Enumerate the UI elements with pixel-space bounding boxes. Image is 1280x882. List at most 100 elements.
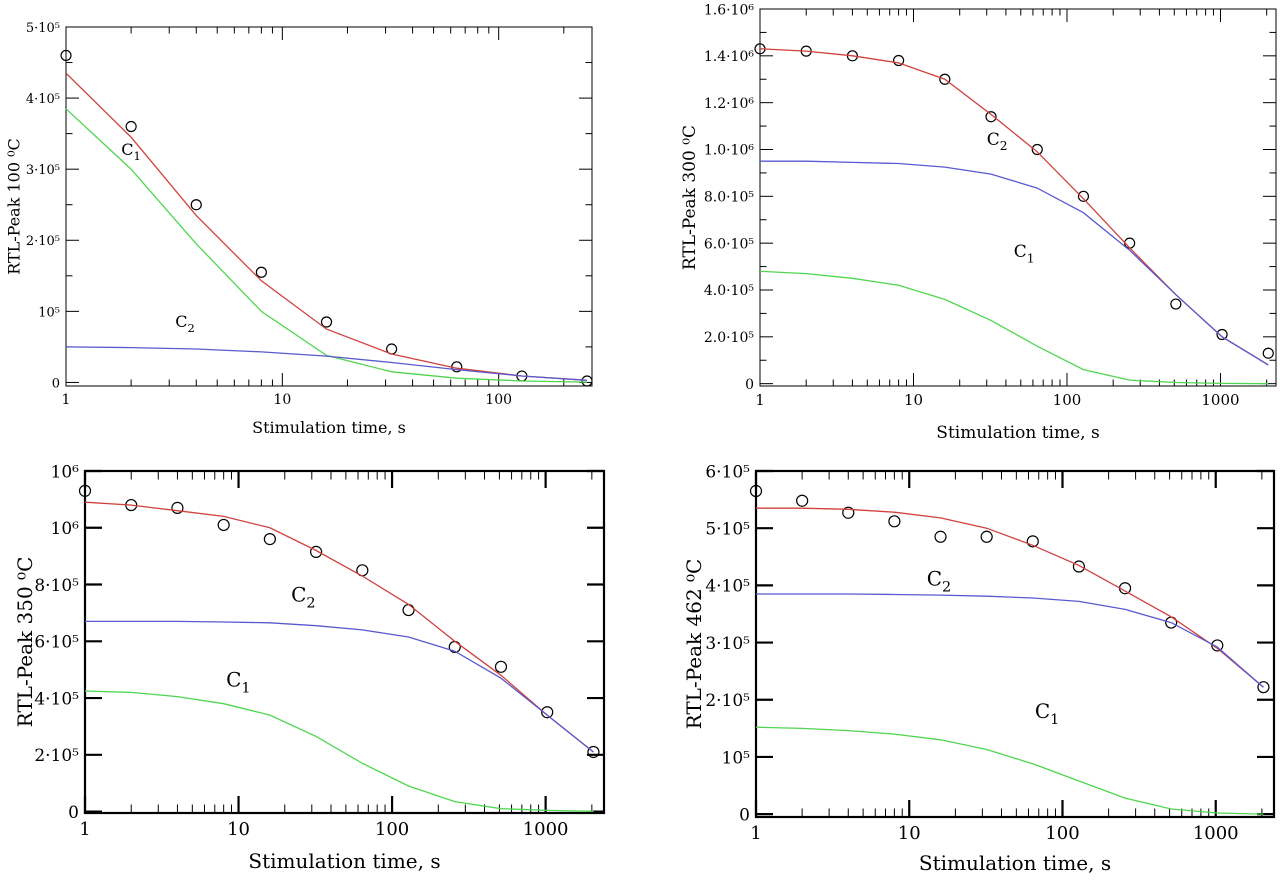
curve-label: C2 <box>175 312 195 335</box>
data-point <box>581 375 593 387</box>
y-tick-label: 1.6·10⁶ <box>704 2 755 18</box>
chart-4: 1 10 100 1000 0 10⁵ 2·10⁵ 3·10⁵ 4·10⁵ 5·10⁵ 6·10⁵ S… <box>682 462 1276 875</box>
data-point <box>60 49 72 62</box>
x-tick-label: 1 <box>755 391 765 409</box>
x-tick-label: 10 <box>273 392 291 408</box>
series-line-2 <box>755 726 1264 815</box>
data-point <box>587 745 600 759</box>
data-point <box>1216 328 1228 341</box>
series-line-1 <box>84 501 594 753</box>
series-line-1 <box>759 48 1269 366</box>
y-tick-label: 0 <box>68 803 79 823</box>
data-point <box>985 111 997 123</box>
y-tick-label: 0 <box>745 377 754 393</box>
y-tick-label: 2.0·10⁵ <box>704 330 755 346</box>
y-tick-label: 0 <box>52 376 60 391</box>
y-axis-label: RTL-Peak 100 ⁰C <box>5 138 24 275</box>
data-point <box>190 199 202 211</box>
y-tick-label: 5·10⁵ <box>705 519 750 539</box>
y-tick-label: 1.2·10⁶ <box>704 96 755 112</box>
data-point <box>402 603 415 617</box>
y-tick-label: 2·10⁵ <box>26 234 60 249</box>
curve-label: C1 <box>226 668 250 697</box>
data-point <box>217 518 230 532</box>
data-point <box>1257 681 1270 694</box>
data-point <box>255 266 267 278</box>
y-tick-label: 5·10⁵ <box>26 21 60 36</box>
data-point <box>1072 560 1086 573</box>
data-point <box>171 501 184 514</box>
y-tick-label: 6·10⁵ <box>705 462 750 482</box>
series-line-1 <box>756 507 1264 688</box>
x-tick-label: 100 <box>1053 391 1082 409</box>
y-tick-label: 3·10⁵ <box>705 634 750 654</box>
y-tick-label: 2·10⁵ <box>34 746 79 766</box>
plot-frame <box>83 469 606 815</box>
x-tick-label: 1 <box>79 819 90 840</box>
y-tick-label: 1.0·10⁶ <box>704 143 755 159</box>
data-point <box>888 515 901 528</box>
x-tick-label: 100 <box>375 819 409 840</box>
x-tick-label: 100 <box>1045 823 1079 844</box>
chart-2: 1 10 100 1000 0 2.0·10⁵ 4.0·10⁵ 6.0·10⁵ 8.0·10⁵ 1… <box>680 2 1277 443</box>
x-tick-label: 10 <box>227 819 250 840</box>
x-tick-label: 100 <box>485 392 512 408</box>
y-tick-label: 4·10⁵ <box>34 689 79 709</box>
curve-label: C2 <box>927 566 951 595</box>
series-line-3 <box>65 346 588 381</box>
y-tick-label: 3·10⁵ <box>26 163 60 178</box>
data-point <box>749 484 763 498</box>
data-point <box>1031 143 1043 156</box>
series-line-2 <box>84 690 594 812</box>
series-line-1 <box>65 72 588 381</box>
y-tick-label: 10⁶ <box>51 462 80 482</box>
y-tick-label: 4·10⁵ <box>705 577 750 597</box>
series-line-2 <box>65 108 588 383</box>
data-point <box>1077 190 1090 202</box>
y-tick-label: 1.4·10⁶ <box>704 49 755 65</box>
series-line-3 <box>756 593 1264 688</box>
y-tick-label: 4.0·10⁵ <box>704 283 755 299</box>
data-point <box>494 660 508 673</box>
data-point <box>541 706 554 719</box>
x-axis-label: Stimulation time, s <box>919 851 1111 875</box>
data-point <box>125 120 137 133</box>
plot-frame <box>754 469 1276 819</box>
data-point <box>1262 347 1274 359</box>
y-tick-label: 2·10⁵ <box>705 691 750 711</box>
curve-label: C1 <box>121 140 141 163</box>
data-point <box>310 545 323 558</box>
y-tick-label: 8.0·10⁵ <box>704 190 755 206</box>
y-tick-label: 10⁵ <box>38 305 60 320</box>
x-tick-label: 1000 <box>523 819 569 840</box>
y-axis-label: RTL-Peak 350 ⁰C <box>13 557 37 728</box>
curve-label: C1 <box>1014 242 1035 265</box>
x-tick-label: 10 <box>904 391 923 409</box>
data-point <box>1170 298 1182 310</box>
y-tick-label: 4·10⁵ <box>26 92 60 107</box>
x-axis-label: Stimulation time, s <box>936 423 1099 443</box>
plot-frame <box>65 26 593 387</box>
x-tick-label: 1 <box>62 392 71 408</box>
y-tick-label: 10⁵ <box>722 748 751 768</box>
data-point <box>893 54 905 67</box>
plot-frame <box>759 8 1277 387</box>
curve-label: C1 <box>1035 699 1059 728</box>
data-point <box>934 530 947 543</box>
series-line-2 <box>759 270 1269 385</box>
y-tick-label: 10⁶ <box>51 519 80 539</box>
data-point <box>78 484 92 497</box>
data-point <box>320 316 333 328</box>
chart-1: 1 10 100 0 10⁵ 2·10⁵ 3·10⁵ 4·10⁵ 5·10⁵ Stimulatio… <box>5 21 593 437</box>
x-tick-label: 10 <box>898 823 921 844</box>
y-axis-label: RTL-Peak 300 ⁰C <box>680 125 700 270</box>
y-tick-label: 6·10⁵ <box>34 633 79 653</box>
data-point <box>1026 535 1039 548</box>
y-tick-label: 8·10⁵ <box>34 576 79 596</box>
y-axis-label: RTL-Peak 462 ⁰C <box>682 559 706 730</box>
series-line-3 <box>760 160 1269 366</box>
data-point <box>796 494 809 507</box>
curve-label: C2 <box>987 130 1008 153</box>
x-tick-label: 1000 <box>1193 823 1239 844</box>
data-point <box>263 533 276 546</box>
